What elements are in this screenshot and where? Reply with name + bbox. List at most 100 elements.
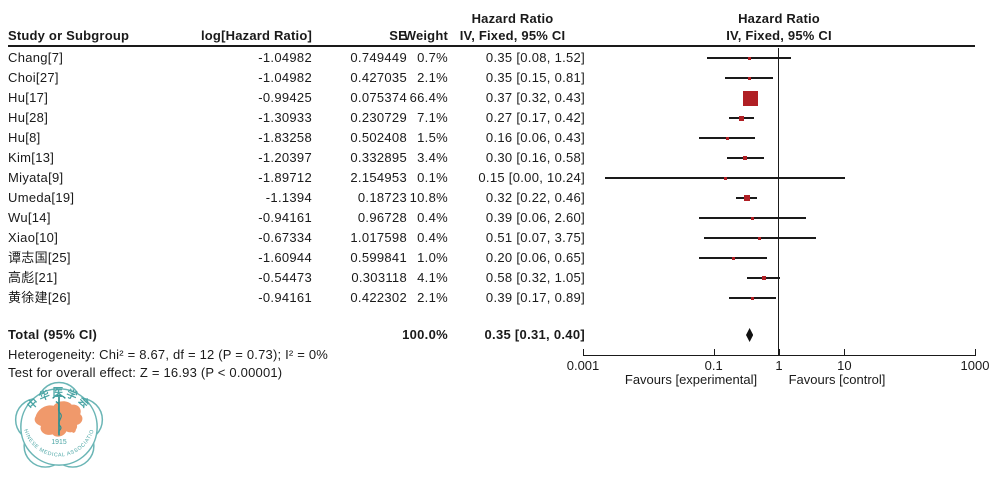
axis-tick-label: 1000	[960, 358, 989, 373]
study-label: 高彪[21]	[8, 270, 58, 285]
se-value: 1.017598	[350, 230, 407, 245]
ci-text-value: 0.16 [0.06, 0.43]	[485, 130, 585, 145]
column-header-weight: Weight	[403, 28, 448, 43]
ci-text-value: 0.39 [0.17, 0.89]	[485, 290, 585, 305]
se-value: 0.599841	[350, 250, 407, 265]
ci-text-value: 0.27 [0.17, 0.42]	[485, 110, 585, 125]
ci-text-value: 0.20 [0.06, 0.65]	[485, 250, 585, 265]
se-value: 2.154953	[350, 170, 407, 185]
column-header-loghr: log[Hazard Ratio]	[200, 28, 312, 43]
study-label: 谭志国[25]	[8, 250, 71, 265]
total-weight: 100.0%	[402, 327, 448, 342]
loghr-value: -1.30933	[258, 110, 312, 125]
ci-text-value: 0.51 [0.07, 3.75]	[485, 230, 585, 245]
plot-header-line1: Hazard Ratio	[738, 11, 820, 26]
loghr-value: -1.89712	[258, 170, 312, 185]
weight-value: 2.1%	[417, 290, 448, 305]
weight-value: 4.1%	[417, 270, 448, 285]
loghr-value: -1.04982	[258, 70, 312, 85]
effect-square	[731, 256, 735, 260]
ci-text-value: 0.35 [0.15, 0.81]	[485, 70, 585, 85]
loghr-value: -0.94161	[258, 290, 312, 305]
axis-tick	[844, 349, 846, 356]
study-label: Chang[7]	[8, 50, 64, 65]
loghr-value: -0.94161	[258, 210, 312, 225]
study-label: Choi[27]	[8, 70, 59, 85]
null-effect-line	[778, 48, 779, 355]
ci-text-value: 0.15 [0.00, 10.24]	[478, 170, 585, 185]
column-header-study: Study or Subgroup	[8, 28, 130, 43]
study-label: Umeda[19]	[8, 190, 75, 205]
effect-square	[723, 176, 727, 180]
axis-tick-label: 0.1	[704, 358, 723, 373]
se-value: 0.18723	[357, 190, 407, 205]
ci-text-value: 0.32 [0.22, 0.46]	[485, 190, 585, 205]
loghr-value: -0.99425	[258, 90, 312, 105]
logo-staff-and-serpent	[52, 394, 66, 436]
axis-tick-label: 1	[775, 358, 783, 373]
favours-control-label: Favours [control]	[788, 372, 886, 387]
effect-square	[739, 115, 745, 121]
axis-tick-label: 10	[837, 358, 852, 373]
favours-experimental-label: Favours [experimental]	[624, 372, 758, 387]
weight-value: 1.0%	[417, 250, 448, 265]
axis-tick-label: 0.001	[566, 358, 600, 373]
effect-square	[750, 296, 754, 300]
ci-text-value: 0.35 [0.08, 1.52]	[485, 50, 585, 65]
loghr-value: -1.60944	[258, 250, 312, 265]
weight-value: 10.8%	[409, 190, 448, 205]
header-divider-rule	[8, 45, 975, 47]
se-value: 0.427035	[350, 70, 407, 85]
ci-text-value: 0.58 [0.32, 1.05]	[485, 270, 585, 285]
study-label: Hu[8]	[8, 130, 41, 145]
total-ci: 0.35 [0.31, 0.40]	[484, 327, 585, 342]
logo-year: 1915	[51, 439, 66, 446]
axis-tick	[713, 349, 715, 356]
study-label: Kim[13]	[8, 150, 55, 165]
weight-value: 0.1%	[417, 170, 448, 185]
loghr-value: -0.67334	[258, 230, 312, 245]
logo-taiwan-island	[71, 427, 76, 433]
effect-square	[750, 216, 754, 220]
weight-value: 0.7%	[417, 50, 448, 65]
study-label: Hu[17]	[8, 90, 49, 105]
loghr-value: -1.20397	[258, 150, 312, 165]
se-value: 0.502408	[350, 130, 407, 145]
study-label: Hu[28]	[8, 110, 49, 125]
effect-square	[725, 136, 729, 140]
column-header-ci-line1: Hazard Ratio	[471, 11, 554, 26]
weight-value: 7.1%	[417, 110, 448, 125]
axis-tick	[974, 349, 976, 356]
column-header-ci-line2: IV, Fixed, 95% CI	[459, 28, 566, 43]
overall-effect-text: Test for overall effect: Z = 16.93 (P < …	[8, 365, 283, 380]
total-diamond	[745, 328, 753, 342]
cma-logo: 中华医学会 CHINESE MEDICAL ASSOCIATION 1915	[6, 374, 104, 468]
weight-value: 0.4%	[417, 230, 448, 245]
study-label: Xiao[10]	[8, 230, 59, 245]
study-label: Miyata[9]	[8, 170, 64, 185]
loghr-value: -1.04982	[258, 50, 312, 65]
weight-value: 1.5%	[417, 130, 448, 145]
axis-tick	[778, 349, 780, 356]
weight-value: 2.1%	[417, 70, 448, 85]
se-value: 0.96728	[357, 210, 407, 225]
study-label: 黄徐建[26]	[8, 290, 71, 305]
weight-value: 66.4%	[409, 90, 448, 105]
effect-square	[747, 76, 751, 80]
loghr-value: -1.1394	[265, 190, 312, 205]
effect-square	[747, 56, 751, 60]
ci-text-value: 0.30 [0.16, 0.58]	[485, 150, 585, 165]
loghr-value: -0.54473	[258, 270, 312, 285]
weight-value: 0.4%	[417, 210, 448, 225]
se-value: 0.749449	[350, 50, 407, 65]
effect-square	[743, 195, 750, 201]
effect-square	[761, 276, 766, 280]
effect-square	[743, 90, 759, 106]
column-header-se: SE	[389, 28, 407, 43]
se-value: 0.332895	[350, 150, 407, 165]
loghr-value: -1.83258	[258, 130, 312, 145]
se-value: 0.303118	[351, 270, 407, 285]
